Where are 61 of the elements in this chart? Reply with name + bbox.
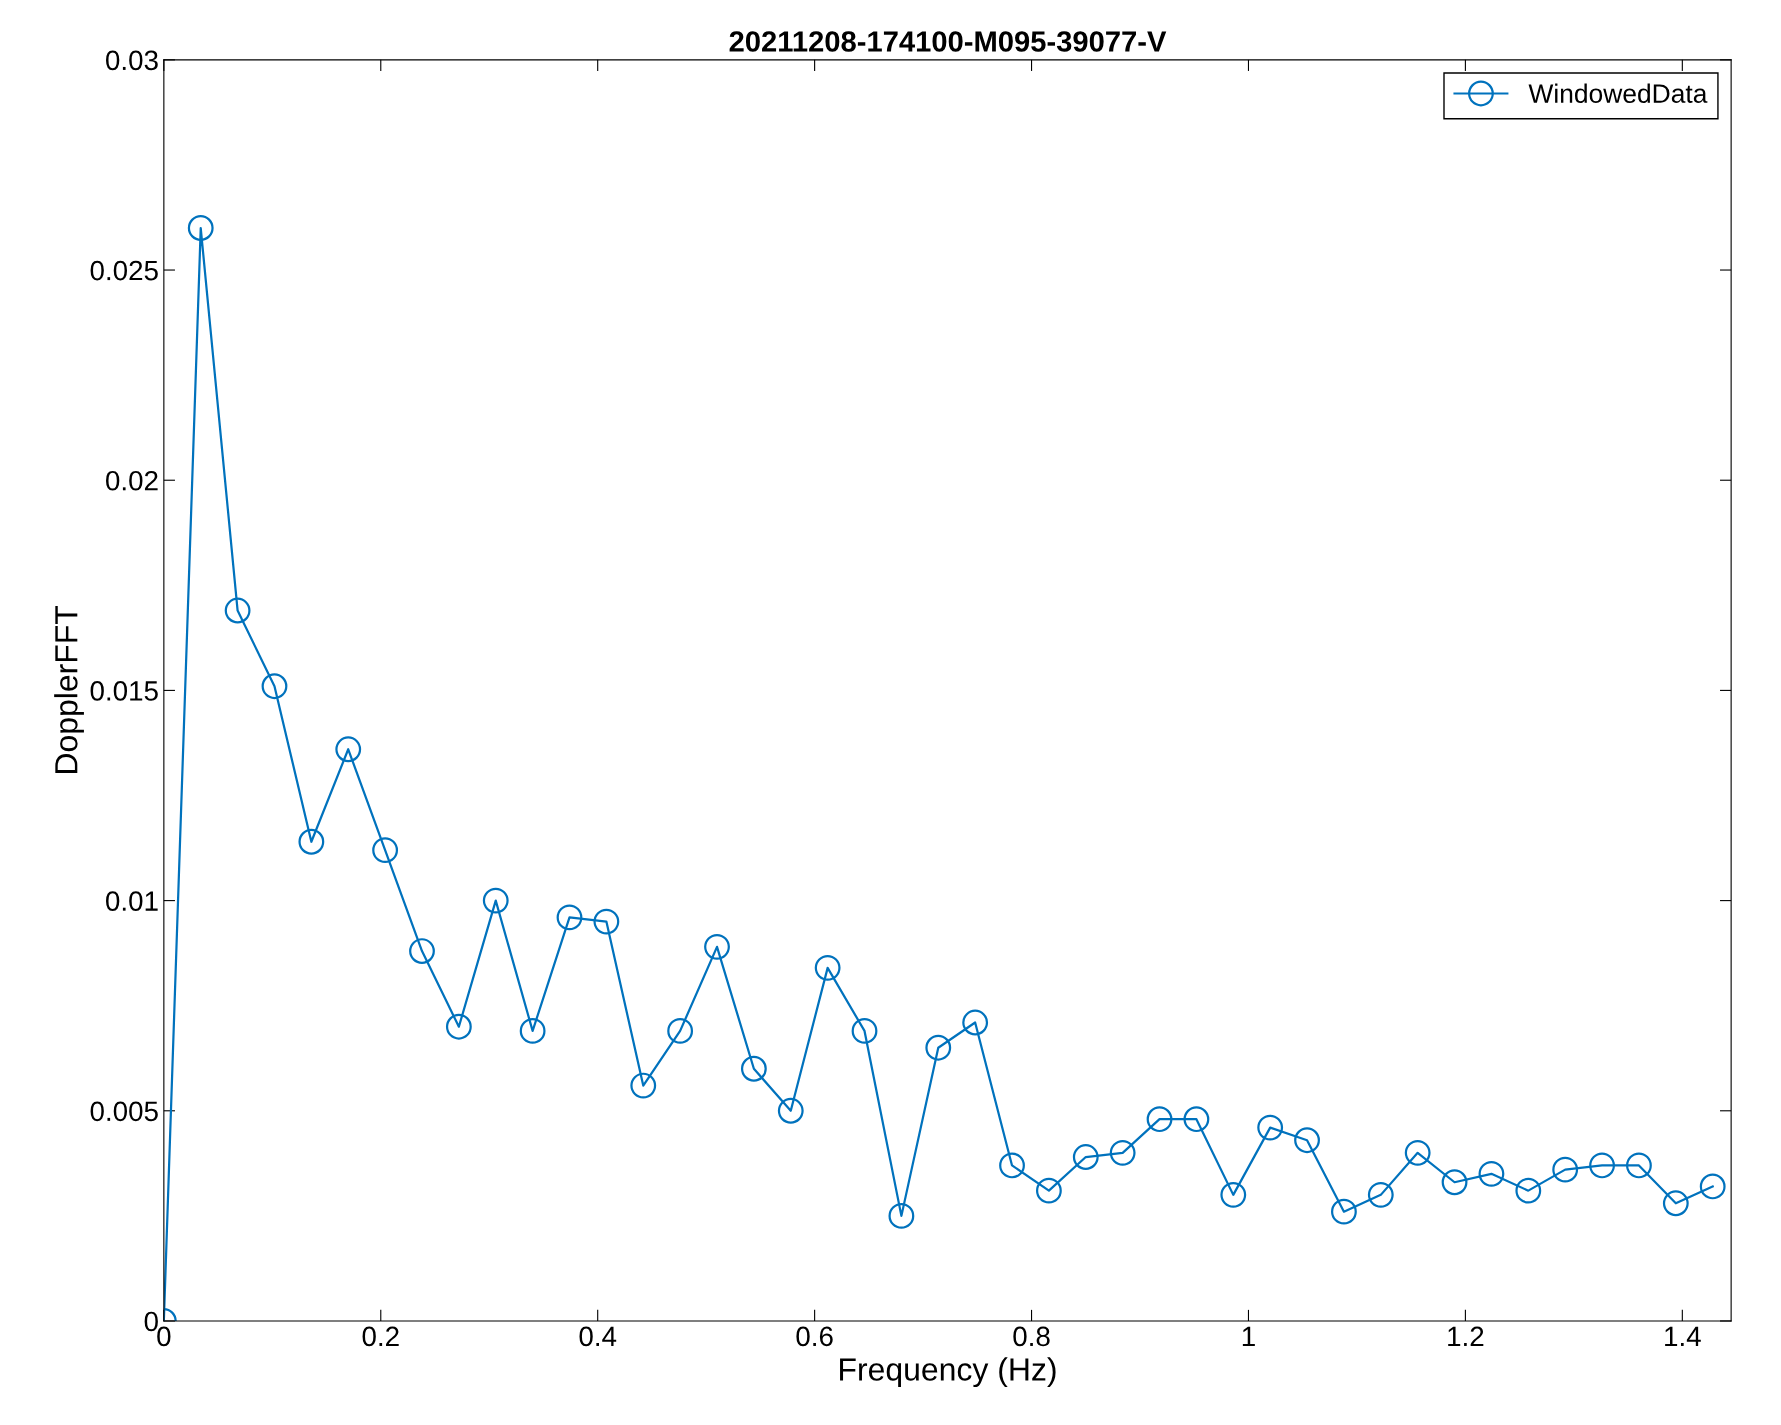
point bbox=[888, 1202, 915, 1229]
point bbox=[1515, 1177, 1542, 1204]
point bbox=[482, 887, 509, 914]
y-tick-label: 0.01 bbox=[106, 891, 158, 911]
point bbox=[667, 1018, 694, 1044]
point bbox=[1220, 1181, 1247, 1208]
point bbox=[1109, 1139, 1136, 1166]
point bbox=[1662, 1190, 1689, 1217]
point bbox=[1589, 1152, 1615, 1179]
point bbox=[740, 1055, 767, 1082]
point bbox=[1146, 1106, 1173, 1133]
point bbox=[556, 904, 583, 931]
point bbox=[1183, 1106, 1210, 1133]
point bbox=[224, 597, 251, 624]
point bbox=[1441, 1169, 1468, 1196]
y-tick-label: 0.015 bbox=[90, 681, 158, 701]
point bbox=[298, 828, 325, 855]
point bbox=[814, 954, 841, 981]
point bbox=[962, 1009, 989, 1036]
point bbox=[777, 1097, 804, 1124]
point bbox=[445, 1013, 472, 1040]
point bbox=[409, 938, 435, 964]
point bbox=[1294, 1127, 1320, 1154]
point bbox=[704, 933, 730, 960]
x-axis-title: Frequency (Hz) bbox=[840, 1357, 1056, 1388]
point bbox=[1331, 1198, 1357, 1225]
point bbox=[519, 1018, 546, 1044]
x-tick-label: 1.2 bbox=[1448, 1326, 1484, 1346]
y-tick-label: 0.025 bbox=[90, 260, 158, 281]
x-tick-label: 0 bbox=[157, 1326, 171, 1347]
point bbox=[1404, 1139, 1431, 1166]
chart-title: 20211208-174100-M095-39077-V bbox=[729, 31, 1167, 52]
point bbox=[1367, 1181, 1394, 1208]
point bbox=[925, 1034, 952, 1061]
point bbox=[335, 736, 362, 763]
y-tick-label: 0.005 bbox=[90, 1101, 158, 1122]
point bbox=[1035, 1177, 1062, 1204]
x-tick-label: 1.4 bbox=[1665, 1326, 1701, 1346]
point bbox=[372, 837, 399, 864]
x-tick-label: 0.2 bbox=[362, 1326, 399, 1347]
x-tick-label: 0.6 bbox=[796, 1326, 833, 1347]
point bbox=[187, 215, 214, 241]
point bbox=[261, 673, 288, 700]
point bbox=[1626, 1152, 1652, 1179]
point bbox=[593, 908, 620, 935]
y-tick-label: 0 bbox=[144, 1311, 158, 1332]
y-tick-label: 0.02 bbox=[106, 470, 158, 491]
legend-label: WindowedData bbox=[1528, 83, 1708, 103]
x-tick-label: 1 bbox=[1242, 1326, 1255, 1346]
point bbox=[630, 1072, 657, 1099]
point bbox=[1552, 1156, 1579, 1183]
point bbox=[999, 1152, 1025, 1179]
point bbox=[1072, 1144, 1099, 1170]
point bbox=[1699, 1173, 1726, 1200]
y-axis-title: DopplerFFT bbox=[54, 605, 84, 773]
x-tick-label: 0.4 bbox=[579, 1326, 617, 1347]
point bbox=[1478, 1160, 1505, 1187]
x-tick-label: 0.8 bbox=[1013, 1326, 1050, 1347]
point bbox=[851, 1018, 878, 1044]
point bbox=[1257, 1114, 1284, 1141]
y-tick-label: 0.03 bbox=[106, 50, 158, 71]
